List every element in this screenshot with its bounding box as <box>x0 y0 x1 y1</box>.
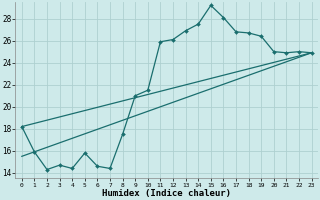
X-axis label: Humidex (Indice chaleur): Humidex (Indice chaleur) <box>102 189 231 198</box>
